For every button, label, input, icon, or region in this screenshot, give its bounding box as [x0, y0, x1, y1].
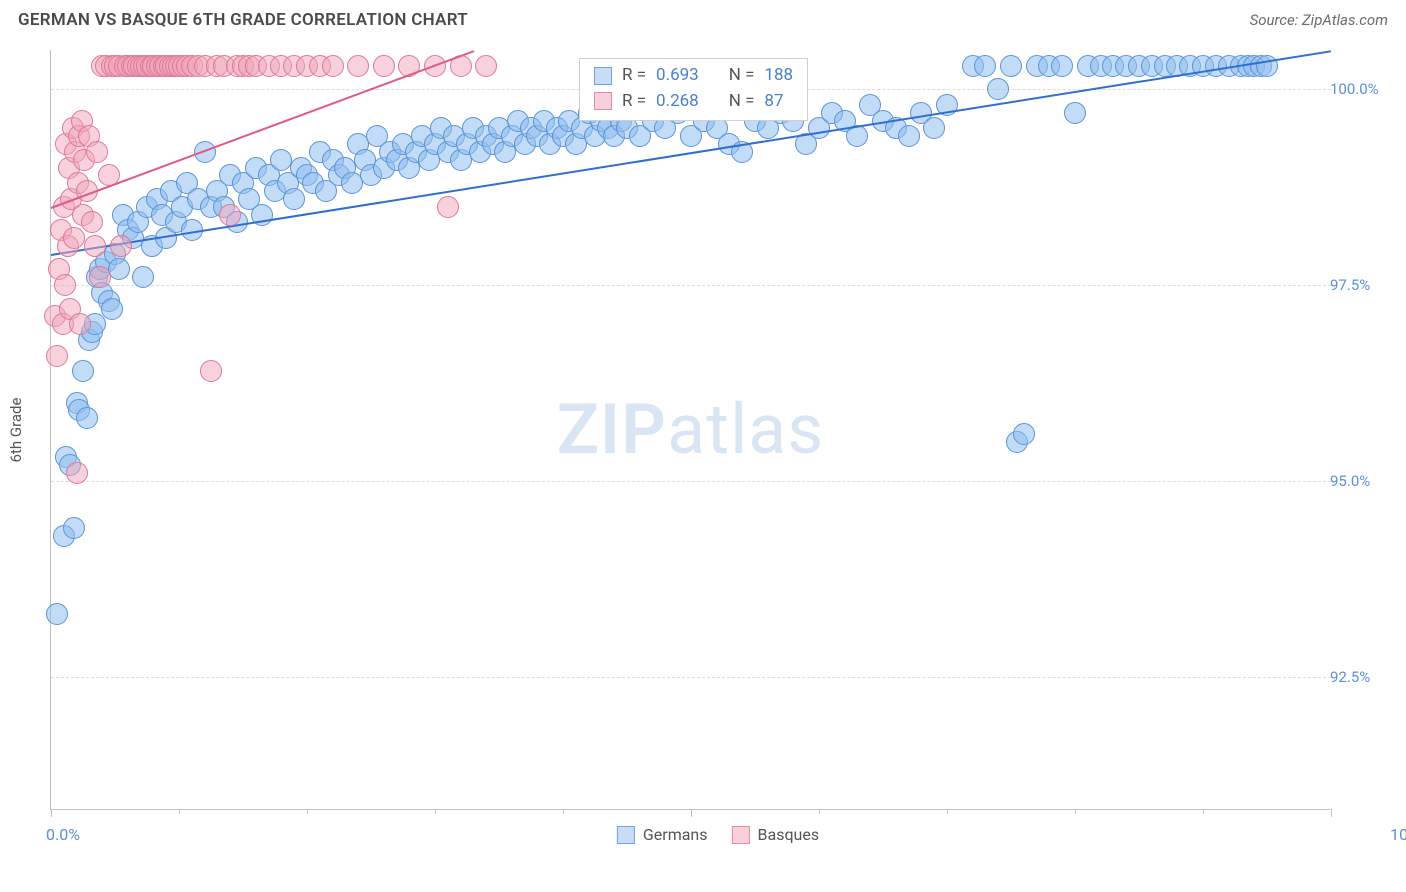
scatter-point	[373, 55, 395, 77]
legend-item: Basques	[732, 825, 820, 844]
x-tick-minor	[819, 809, 820, 814]
x-tick-minor	[179, 809, 180, 814]
legend-item: Germans	[617, 825, 708, 844]
scatter-point	[89, 266, 111, 288]
stats-row: R = 0.268 N = 87	[594, 89, 793, 115]
scatter-point	[1051, 55, 1073, 77]
scatter-point	[63, 517, 85, 539]
scatter-point	[46, 345, 68, 367]
scatter-point	[132, 266, 154, 288]
legend: Germans Basques	[617, 825, 819, 844]
legend-swatch	[732, 826, 750, 844]
scatter-point	[101, 298, 123, 320]
x-tick-minor	[563, 809, 564, 814]
chart-header: GERMAN VS BASQUE 6TH GRADE CORRELATION C…	[0, 0, 1406, 36]
scatter-point	[84, 235, 106, 257]
scatter-point	[66, 462, 88, 484]
plot-wrap: 6th Grade ZIPatlas 92.5%95.0%97.5%100.0%…	[50, 50, 1386, 810]
scatter-point	[69, 313, 91, 335]
scatter-point	[76, 407, 98, 429]
r-value: 0.693	[656, 63, 699, 89]
gridline	[51, 285, 1331, 286]
scatter-point	[110, 235, 132, 257]
scatter-point	[1256, 55, 1278, 77]
n-label: N =	[729, 63, 755, 89]
chart-source: Source: ZipAtlas.com	[1250, 11, 1388, 29]
x-tick-minor	[947, 809, 948, 814]
x-tick-major	[51, 809, 52, 817]
n-value: 87	[764, 89, 783, 115]
r-label: R =	[622, 63, 646, 89]
chart-title: GERMAN VS BASQUE 6TH GRADE CORRELATION C…	[18, 10, 468, 30]
scatter-point	[1064, 102, 1086, 124]
x-tick-minor	[1203, 809, 1204, 814]
scatter-point	[46, 603, 68, 625]
x-tick-minor	[435, 809, 436, 814]
x-tick-minor	[1075, 809, 1076, 814]
legend-label: Basques	[758, 825, 820, 844]
scatter-point	[283, 188, 305, 210]
r-value: 0.268	[656, 89, 699, 115]
stats-swatch	[594, 92, 612, 110]
scatter-point	[923, 117, 945, 139]
r-label: R =	[622, 89, 646, 115]
stats-swatch	[594, 67, 612, 85]
stats-row: R = 0.693 N = 188	[594, 63, 793, 89]
y-tick-label: 97.5%	[1324, 276, 1386, 294]
n-value: 188	[764, 63, 793, 89]
x-axis-min-label: 0.0%	[46, 825, 80, 844]
y-tick-label: 92.5%	[1324, 668, 1386, 686]
gridline	[51, 481, 1331, 482]
scatter-point	[898, 125, 920, 147]
watermark: ZIPatlas	[557, 389, 825, 471]
x-tick-major	[691, 809, 692, 817]
scatter-point	[1013, 423, 1035, 445]
scatter-point	[63, 227, 85, 249]
scatter-point	[1000, 55, 1022, 77]
scatter-point	[54, 274, 76, 296]
n-label: N =	[729, 89, 755, 115]
scatter-point	[974, 55, 996, 77]
scatter-point	[81, 211, 103, 233]
stats-box: R = 0.693 N = 188 R = 0.268 N = 87	[579, 58, 808, 121]
scatter-point	[987, 78, 1009, 100]
gridline	[51, 677, 1331, 678]
y-axis-title: 6th Grade	[7, 398, 25, 463]
x-tick-minor	[307, 809, 308, 814]
x-tick-major	[1331, 809, 1332, 817]
scatter-point	[219, 204, 241, 226]
x-axis-max-label: 100.0%	[1390, 825, 1406, 844]
scatter-point	[437, 196, 459, 218]
legend-label: Germans	[643, 825, 708, 844]
scatter-point	[475, 55, 497, 77]
scatter-point	[322, 55, 344, 77]
scatter-point	[86, 141, 108, 163]
scatter-point	[200, 360, 222, 382]
scatter-point	[72, 360, 94, 382]
y-tick-label: 100.0%	[1324, 80, 1386, 98]
scatter-point	[108, 258, 130, 280]
legend-swatch	[617, 826, 635, 844]
y-tick-label: 95.0%	[1324, 472, 1386, 490]
plot-area: ZIPatlas 92.5%95.0%97.5%100.0%R =0.693N …	[50, 50, 1330, 810]
scatter-point	[347, 55, 369, 77]
